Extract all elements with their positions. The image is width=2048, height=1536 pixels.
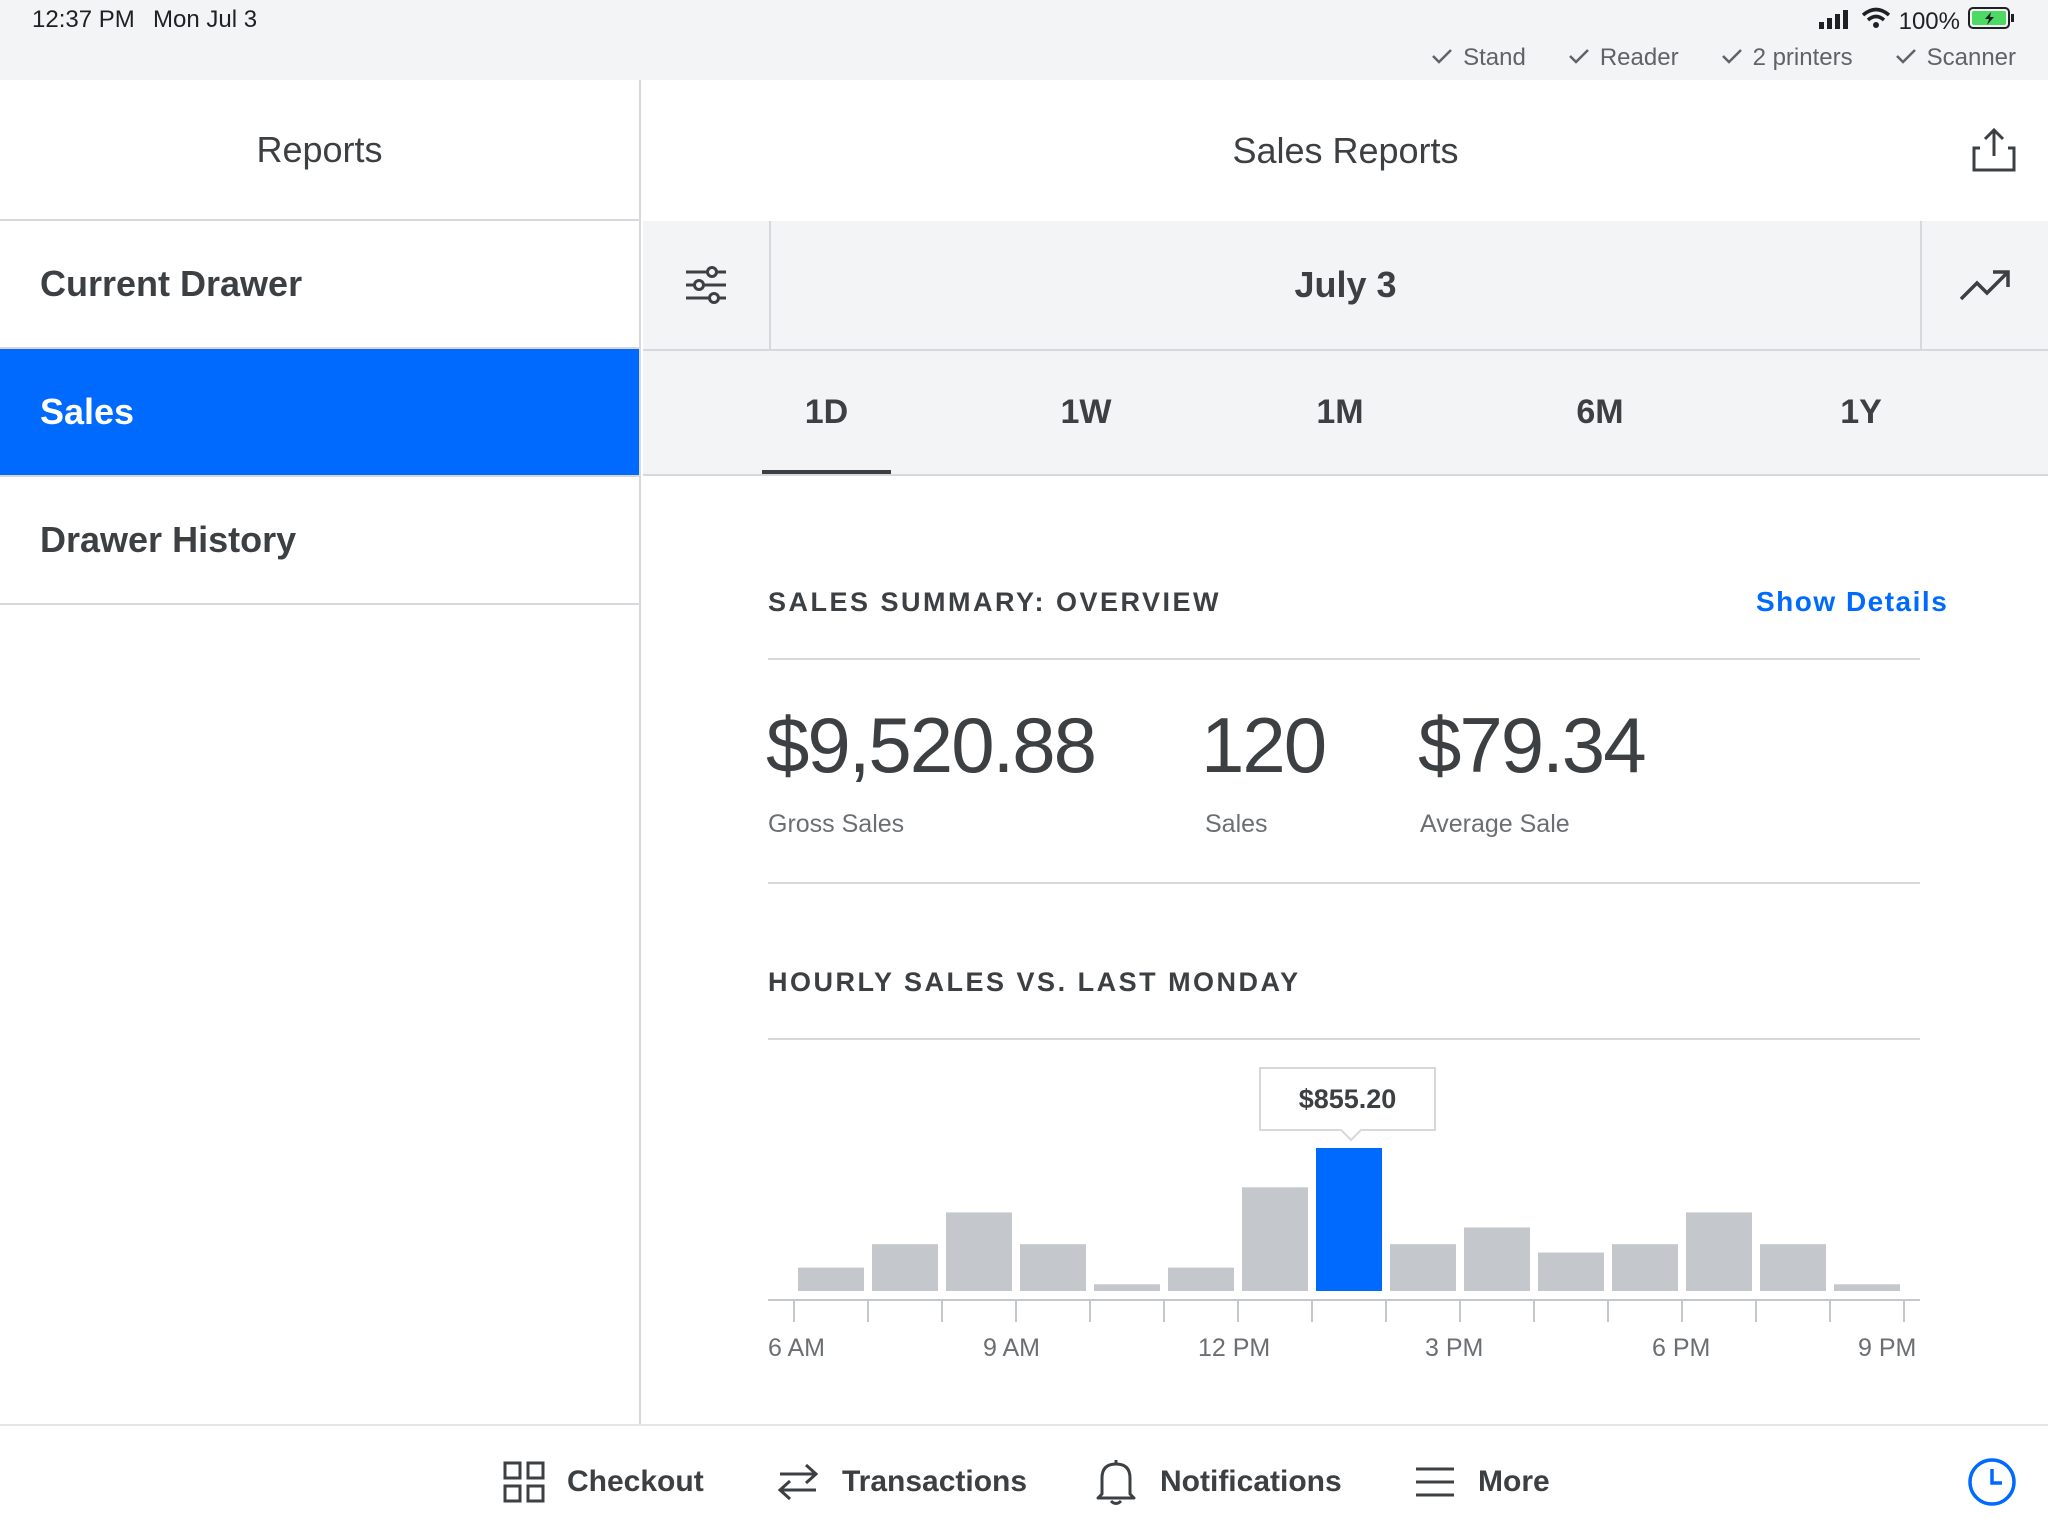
chart-bar-5-pm[interactable] bbox=[1612, 1244, 1678, 1291]
chart-bar-8-pm[interactable] bbox=[1834, 1284, 1900, 1291]
tab-label: Transactions bbox=[842, 1465, 1028, 1498]
wifi-icon bbox=[1861, 7, 1891, 36]
gross-sales-label: Gross Sales bbox=[768, 810, 905, 838]
average-sale-label: Average Sale bbox=[1420, 810, 1570, 838]
bell-icon bbox=[1096, 1460, 1136, 1505]
tab-more[interactable]: More bbox=[1414, 1426, 1550, 1536]
tab-1y[interactable]: 1Y bbox=[1840, 393, 1882, 431]
trending-up-icon bbox=[1959, 270, 2010, 301]
check-icon bbox=[1431, 44, 1453, 72]
tick-label-6-am: 6 AM bbox=[768, 1334, 825, 1362]
tick-label-9-pm: 9 PM bbox=[1858, 1334, 1917, 1362]
chart-bar-6-am[interactable] bbox=[798, 1267, 864, 1291]
status-indicators: 100% bbox=[1818, 6, 2016, 37]
tab-1w[interactable]: 1W bbox=[1060, 393, 1112, 431]
chart-bar-11-am[interactable] bbox=[1168, 1267, 1234, 1291]
share-button[interactable] bbox=[1970, 126, 2018, 174]
sidebar-item-label: Drawer History bbox=[40, 519, 297, 560]
sales-reports-panel: Sales Reports July 3 1D 1W 1M 6M 1Y bbox=[643, 80, 2048, 1424]
divider bbox=[768, 882, 1920, 884]
hardware-label: 2 printers bbox=[1752, 44, 1853, 71]
hardware-status-row: Stand Reader 2 printers Scanner bbox=[1431, 44, 2016, 72]
tab-transactions[interactable]: Transactions bbox=[776, 1426, 1027, 1536]
filter-button[interactable] bbox=[643, 221, 771, 349]
sidebar-title: Reports bbox=[0, 80, 639, 221]
range-tabs: 1D 1W 1M 6M 1Y bbox=[643, 351, 2048, 476]
grid-icon bbox=[503, 1461, 545, 1503]
bar-tooltip: $855.20 bbox=[1259, 1067, 1436, 1131]
date-label[interactable]: July 3 bbox=[1294, 264, 1397, 305]
tab-label: Notifications bbox=[1160, 1465, 1342, 1498]
hardware-label: Stand bbox=[1463, 44, 1526, 71]
chart-bar-8-am[interactable] bbox=[946, 1212, 1012, 1291]
clock-button[interactable] bbox=[1966, 1456, 2018, 1508]
hardware-label: Scanner bbox=[1926, 44, 2016, 71]
sales-count-value: 120 bbox=[1201, 701, 1327, 789]
sales-count-label: Sales bbox=[1205, 810, 1268, 838]
hardware-printers: 2 printers bbox=[1721, 44, 1853, 72]
tick-label-3-pm: 3 PM bbox=[1425, 1334, 1484, 1362]
chart-bar-3-pm[interactable] bbox=[1464, 1227, 1530, 1291]
divider bbox=[768, 658, 1920, 660]
bottom-tab-bar: Checkout Transactions Notifications More bbox=[0, 1424, 2048, 1536]
chart-bar-6-pm[interactable] bbox=[1686, 1212, 1752, 1291]
sidebar-item-current-drawer[interactable]: Current Drawer bbox=[0, 221, 639, 349]
gross-sales-value: $9,520.88 bbox=[766, 701, 1097, 789]
date-bar: July 3 bbox=[643, 221, 2048, 351]
trend-button[interactable] bbox=[1920, 221, 2048, 349]
share-icon bbox=[1972, 127, 2016, 172]
chart-bar-9-am[interactable] bbox=[1020, 1244, 1086, 1291]
sales-summary-title: SALES SUMMARY: OVERVIEW bbox=[768, 587, 1222, 617]
tab-notifications[interactable]: Notifications bbox=[1094, 1426, 1342, 1536]
tab-label: Checkout bbox=[567, 1465, 704, 1498]
panel-header: Sales Reports bbox=[643, 80, 2048, 221]
chart-bar-4-pm[interactable] bbox=[1538, 1252, 1604, 1291]
battery-percent: 100% bbox=[1898, 7, 1960, 35]
sidebar-item-label: Sales bbox=[40, 391, 135, 432]
average-sale-value: $79.34 bbox=[1418, 701, 1647, 789]
hardware-label: Reader bbox=[1599, 44, 1679, 71]
check-icon bbox=[1895, 44, 1917, 72]
check-icon bbox=[1568, 44, 1590, 72]
clock-icon bbox=[1968, 1458, 2016, 1506]
hourly-sales-chart bbox=[768, 1148, 1920, 1322]
tab-checkout[interactable]: Checkout bbox=[503, 1426, 704, 1536]
tab-1d[interactable]: 1D bbox=[762, 351, 891, 474]
tick-label-6-pm: 6 PM bbox=[1652, 1334, 1711, 1362]
tab-label: More bbox=[1478, 1465, 1550, 1498]
check-icon bbox=[1721, 44, 1743, 72]
page-title: Sales Reports bbox=[1232, 129, 1459, 171]
tick-label-12-pm: 12 PM bbox=[1198, 1334, 1271, 1362]
arrows-icon bbox=[777, 1463, 819, 1501]
reports-sidebar: Reports Current Drawer Sales Drawer Hist… bbox=[0, 80, 641, 1424]
chart-bar-10-am[interactable] bbox=[1094, 1284, 1160, 1291]
sidebar-item-drawer-history[interactable]: Drawer History bbox=[0, 477, 639, 605]
chart-bar-7-am[interactable] bbox=[872, 1244, 938, 1291]
hourly-sales-title: HOURLY SALES VS. LAST MONDAY bbox=[768, 967, 1301, 997]
tick-label-9-am: 9 AM bbox=[983, 1334, 1040, 1362]
status-time: 12:37 PM bbox=[32, 6, 135, 33]
sidebar-item-label: Current Drawer bbox=[40, 263, 303, 304]
divider bbox=[768, 1038, 1920, 1040]
tab-6m[interactable]: 6M bbox=[1576, 393, 1624, 431]
hardware-reader: Reader bbox=[1568, 44, 1679, 72]
status-bar: 12:37 PM Mon Jul 3 100% Stand Reader 2 p… bbox=[0, 0, 2048, 80]
sidebar-item-sales[interactable]: Sales bbox=[0, 349, 639, 477]
menu-icon bbox=[1416, 1467, 1454, 1497]
show-details-link[interactable]: Show Details bbox=[1756, 586, 1949, 617]
chart-bar-12-pm[interactable] bbox=[1242, 1187, 1308, 1291]
chart-bar-7-pm[interactable] bbox=[1760, 1244, 1826, 1291]
hardware-stand: Stand bbox=[1431, 44, 1526, 72]
status-date: Mon Jul 3 bbox=[153, 6, 258, 33]
sliders-icon bbox=[686, 266, 726, 304]
hardware-scanner: Scanner bbox=[1895, 44, 2016, 72]
battery-icon bbox=[1968, 6, 2016, 37]
tab-1m[interactable]: 1M bbox=[1316, 393, 1364, 431]
chart-bar-2-pm[interactable] bbox=[1390, 1244, 1456, 1291]
signal-icon bbox=[1818, 8, 1853, 36]
chart-bar-1-pm[interactable] bbox=[1316, 1148, 1382, 1291]
